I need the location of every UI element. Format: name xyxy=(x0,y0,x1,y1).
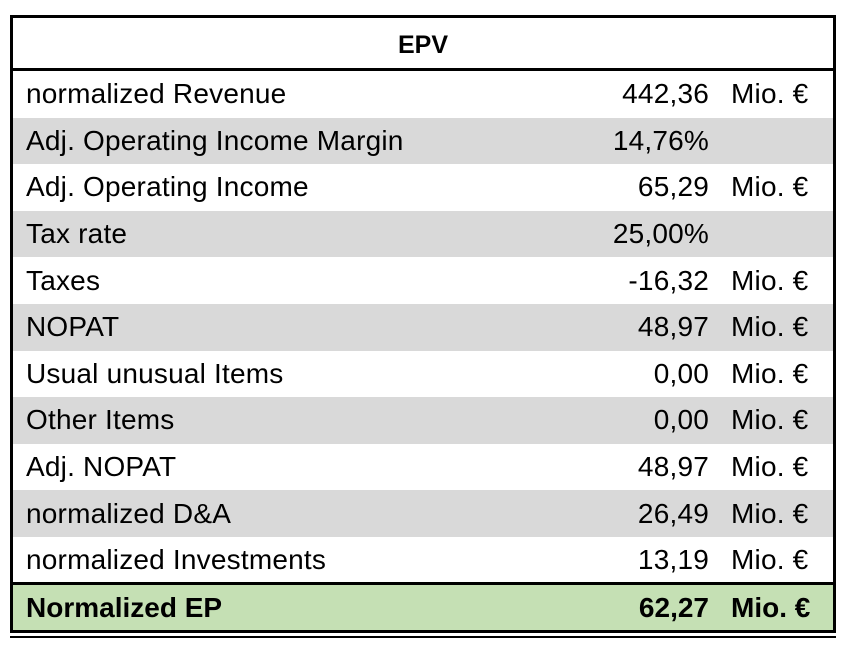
table-row: NOPAT 48,97 Mio. € xyxy=(13,303,833,351)
row-unit: Mio. € xyxy=(731,404,809,436)
row-label: normalized Revenue xyxy=(26,78,287,110)
row-label: Adj. Operating Income Margin xyxy=(26,124,404,156)
row-label: Usual unusual Items xyxy=(26,357,284,389)
table-bottom-rule xyxy=(10,636,836,638)
row-value: 0,00 xyxy=(653,404,709,436)
table-row: Taxes -16,32 Mio. € xyxy=(13,257,833,304)
row-label: NOPAT xyxy=(26,311,120,343)
row-unit: Mio. € xyxy=(731,311,809,343)
table-title: EPV xyxy=(13,18,833,71)
table-row: Adj. Operating Income Margin 14,76% xyxy=(13,117,833,165)
table-row: normalized Revenue 442,36 Mio. € xyxy=(13,71,833,118)
total-unit: Mio. € xyxy=(731,591,811,623)
epv-table: EPV normalized Revenue 442,36 Mio. € Adj… xyxy=(10,15,836,633)
row-value: 26,49 xyxy=(637,497,709,529)
table-row: normalized D&A 26,49 Mio. € xyxy=(13,490,833,537)
row-unit: Mio. € xyxy=(731,357,809,389)
row-value: 14,76% xyxy=(612,124,709,156)
row-unit: Mio. € xyxy=(731,544,809,576)
table-row: Adj. NOPAT 48,97 Mio. € xyxy=(13,444,833,491)
row-value: 25,00% xyxy=(612,218,709,250)
total-value: 62,27 xyxy=(638,591,709,623)
table-row: Tax rate 25,00% xyxy=(13,210,833,258)
row-value: 13,19 xyxy=(637,544,709,576)
row-value: 0,00 xyxy=(653,357,709,389)
row-label: Other Items xyxy=(26,404,175,436)
row-value: -16,32 xyxy=(628,264,709,296)
row-unit: Mio. € xyxy=(731,497,809,529)
total-label: Normalized EP xyxy=(26,591,223,623)
total-row: Normalized EP 62,27 Mio. € xyxy=(13,582,833,630)
row-unit: Mio. € xyxy=(731,264,809,296)
table-row: Usual unusual Items 0,00 Mio. € xyxy=(13,351,833,398)
row-value: 48,97 xyxy=(637,311,709,343)
table-row: Adj. Operating Income 65,29 Mio. € xyxy=(13,164,833,211)
row-value: 442,36 xyxy=(622,78,709,110)
table-row: normalized Investments 13,19 Mio. € xyxy=(13,537,833,584)
row-unit: Mio. € xyxy=(731,451,809,483)
row-value: 65,29 xyxy=(637,171,709,203)
row-label: normalized Investments xyxy=(26,544,327,576)
row-label: Tax rate xyxy=(26,218,128,250)
row-label: Adj. NOPAT xyxy=(26,451,177,483)
row-label: Taxes xyxy=(26,264,101,296)
row-unit: Mio. € xyxy=(731,78,809,110)
row-value: 48,97 xyxy=(637,451,709,483)
table-row: Other Items 0,00 Mio. € xyxy=(13,397,833,444)
row-label: normalized D&A xyxy=(26,497,232,529)
row-unit: Mio. € xyxy=(731,171,809,203)
row-label: Adj. Operating Income xyxy=(26,171,309,203)
